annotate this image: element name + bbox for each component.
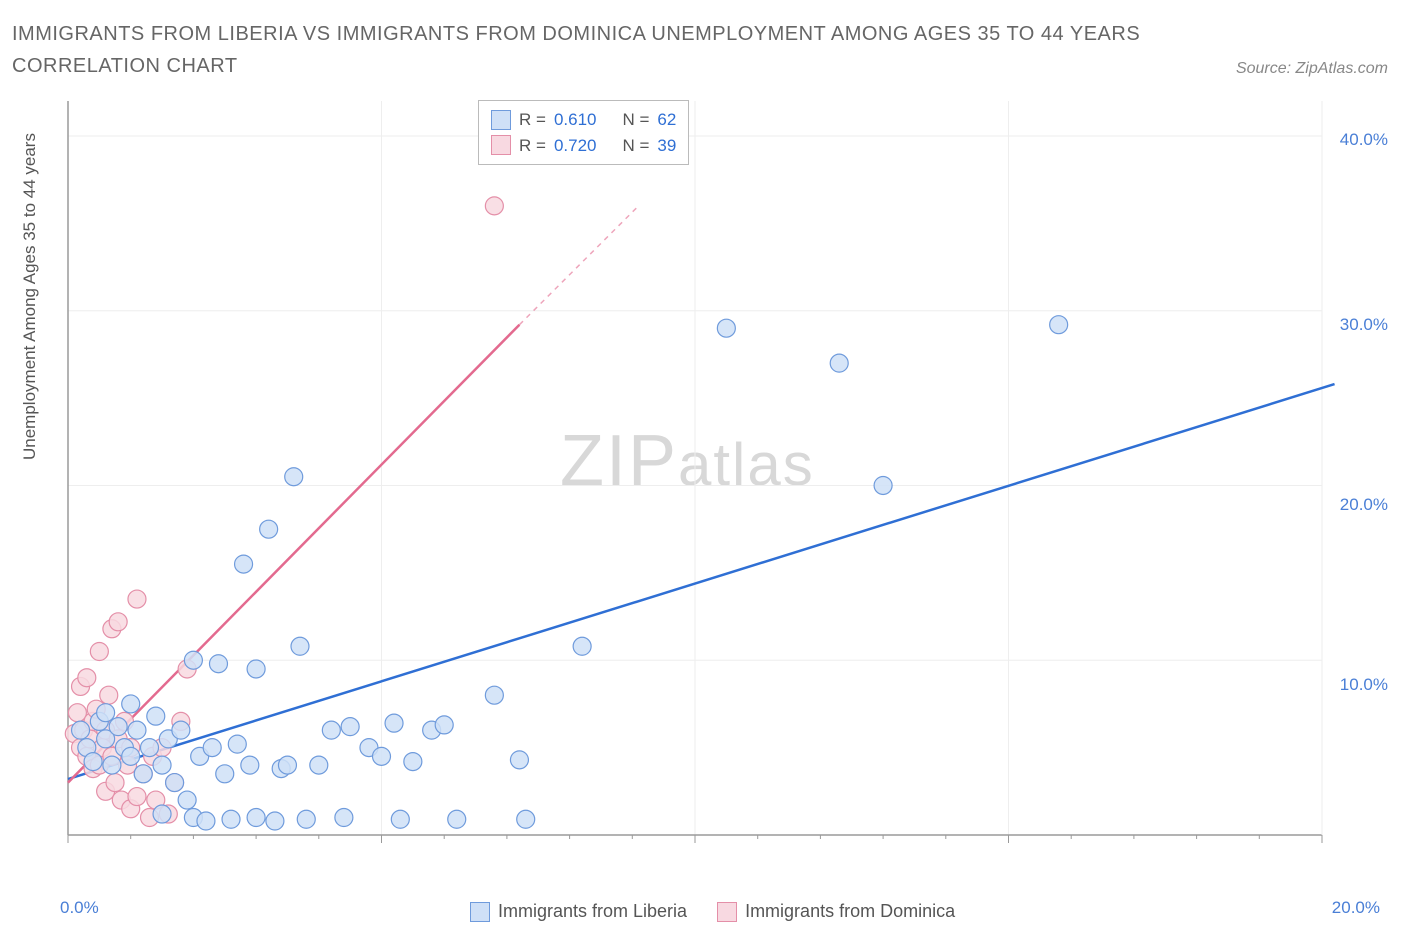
series-legend: Immigrants from Liberia Immigrants from … — [470, 901, 955, 922]
swatch-liberia-icon — [470, 902, 490, 922]
legend-label-dominica: Immigrants from Dominica — [745, 901, 955, 922]
r-value-liberia: 0.610 — [554, 107, 597, 133]
swatch-liberia — [491, 110, 511, 130]
n-value-dominica: 39 — [657, 133, 676, 159]
swatch-dominica-icon — [717, 902, 737, 922]
legend-row-dominica: R = 0.720 N = 39 — [491, 133, 676, 159]
n-label: N = — [622, 107, 649, 133]
correlation-legend: R = 0.610 N = 62 R = 0.720 N = 39 — [478, 100, 689, 165]
chart-area — [62, 95, 1382, 865]
n-label: N = — [622, 133, 649, 159]
n-value-liberia: 62 — [657, 107, 676, 133]
xtick-0: 0.0% — [60, 898, 99, 918]
legend-item-dominica: Immigrants from Dominica — [717, 901, 955, 922]
y-axis-label: Unemployment Among Ages 35 to 44 years — [20, 133, 40, 460]
r-value-dominica: 0.720 — [554, 133, 597, 159]
r-label: R = — [519, 107, 546, 133]
legend-label-liberia: Immigrants from Liberia — [498, 901, 687, 922]
chart-title: IMMIGRANTS FROM LIBERIA VS IMMIGRANTS FR… — [12, 18, 1266, 82]
ytick-10: 10.0% — [1340, 675, 1388, 695]
r-label: R = — [519, 133, 546, 159]
ytick-40: 40.0% — [1340, 130, 1388, 150]
xtick-20: 20.0% — [1332, 898, 1380, 918]
ytick-20: 20.0% — [1340, 495, 1388, 515]
legend-row-liberia: R = 0.610 N = 62 — [491, 107, 676, 133]
swatch-dominica — [491, 135, 511, 155]
ytick-30: 30.0% — [1340, 315, 1388, 335]
legend-item-liberia: Immigrants from Liberia — [470, 901, 687, 922]
scatter-plot — [62, 95, 1382, 865]
source-label: Source: ZipAtlas.com — [1236, 60, 1388, 78]
